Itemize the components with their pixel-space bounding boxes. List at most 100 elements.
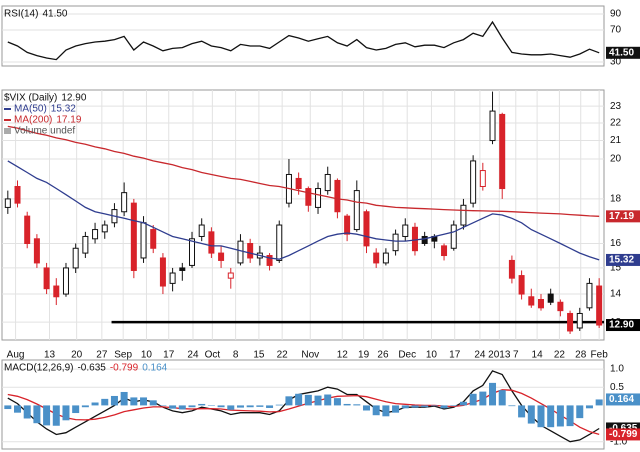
histogram-bar — [556, 405, 564, 427]
candle-body — [130, 202, 137, 271]
candle-body — [150, 229, 157, 249]
histogram-bar — [450, 405, 458, 407]
last-value-box — [606, 253, 640, 266]
y-tick-label: 15 — [610, 263, 622, 274]
y-tick-label: 30 — [610, 57, 622, 68]
legend-label: Volume undef — [14, 126, 75, 137]
last-value-box — [606, 393, 640, 406]
candle-body — [373, 252, 380, 264]
legend-value: -0.635 — [77, 363, 106, 374]
candle-body — [334, 179, 341, 213]
candle-body — [441, 245, 448, 257]
series-line — [7, 370, 600, 443]
candle-body — [363, 211, 370, 247]
histogram-bar — [236, 405, 244, 408]
candle-body — [450, 224, 457, 249]
histogram-bar — [91, 402, 99, 406]
candle-body — [82, 235, 89, 254]
candle-body — [411, 226, 418, 252]
x-tick-label: 10 — [141, 350, 153, 361]
histogram-bar — [343, 403, 351, 406]
y-tick-label: 90 — [610, 9, 622, 20]
candle-body — [518, 275, 525, 295]
histogram-bar — [14, 405, 22, 413]
histogram-bar — [566, 405, 574, 427]
last-value-box — [606, 46, 640, 59]
candle-body — [537, 299, 544, 309]
x-tick-label: Sep — [114, 350, 132, 361]
candle-body — [92, 229, 99, 240]
histogram-bar — [459, 401, 467, 406]
candle-body — [596, 285, 603, 326]
histogram-bar — [188, 405, 196, 408]
y-tick-label: 1.0 — [610, 364, 624, 375]
histogram-bar — [149, 400, 157, 406]
histogram-bar — [498, 390, 506, 406]
last-value-label: 15.32 — [609, 255, 634, 266]
histogram-bar — [430, 405, 438, 407]
candle-body — [237, 240, 244, 264]
histogram-bar — [333, 398, 341, 406]
histogram-bar — [256, 405, 264, 407]
candle-body — [576, 312, 583, 329]
histogram-bar — [362, 405, 370, 411]
histogram-bar — [527, 405, 535, 424]
candle-body — [33, 238, 40, 264]
panel-title: $VIX (Daily) — [4, 93, 57, 104]
last-value-label: 41.50 — [609, 47, 634, 58]
x-tick-label: 19 — [358, 350, 370, 361]
histogram-bar — [547, 405, 555, 428]
legend-value: 0.164 — [142, 363, 167, 374]
histogram-bar — [178, 405, 186, 410]
x-tick-label: 22 — [277, 350, 289, 361]
series-line — [7, 160, 600, 261]
histogram-bar — [101, 398, 109, 406]
candle-body — [218, 252, 225, 261]
candle-body — [499, 113, 506, 190]
histogram-bar — [159, 405, 167, 406]
histogram-bar — [227, 405, 235, 410]
candle-body — [586, 282, 593, 309]
x-tick-label: Oct — [205, 350, 221, 361]
histogram-bar — [207, 405, 215, 406]
histogram-bar — [295, 393, 303, 406]
x-tick-label: 24 — [474, 350, 486, 361]
x-tick-label: 13 — [44, 350, 56, 361]
y-tick-label: 22 — [610, 118, 622, 129]
histogram-bar — [421, 405, 429, 408]
candle-body — [353, 190, 360, 231]
histogram-bar — [43, 405, 51, 426]
candle-body — [62, 267, 69, 295]
candle-body — [208, 231, 215, 254]
x-tick-label: 12 — [337, 350, 349, 361]
candle-body — [344, 215, 351, 235]
candle-body — [295, 177, 302, 190]
x-tick-label: 2013 — [488, 350, 511, 361]
series-line — [7, 20, 600, 61]
histogram-bar — [479, 391, 487, 406]
panel-last-value: 12.90 — [61, 93, 86, 104]
candle-body — [470, 160, 477, 204]
histogram-bar — [81, 405, 89, 408]
candle-body — [159, 257, 166, 287]
candle-body — [227, 272, 234, 279]
candle-body — [489, 110, 496, 142]
x-tick-label: 26 — [377, 350, 389, 361]
histogram-bar — [120, 391, 128, 406]
candle-body — [179, 267, 186, 271]
candle-body — [189, 238, 196, 266]
legend-label: MA(50) — [14, 104, 47, 115]
candle-body — [169, 272, 176, 284]
histogram-bar — [411, 405, 419, 408]
x-tick-label: 27 — [96, 350, 108, 361]
histogram-bar — [314, 395, 322, 406]
last-value-label: 12.90 — [609, 320, 634, 331]
candle-body — [247, 243, 254, 259]
candle-body — [14, 185, 21, 204]
x-tick-label: 14 — [532, 350, 544, 361]
histogram-bar — [576, 405, 584, 419]
series-line — [7, 125, 600, 217]
histogram-bar — [324, 394, 332, 406]
